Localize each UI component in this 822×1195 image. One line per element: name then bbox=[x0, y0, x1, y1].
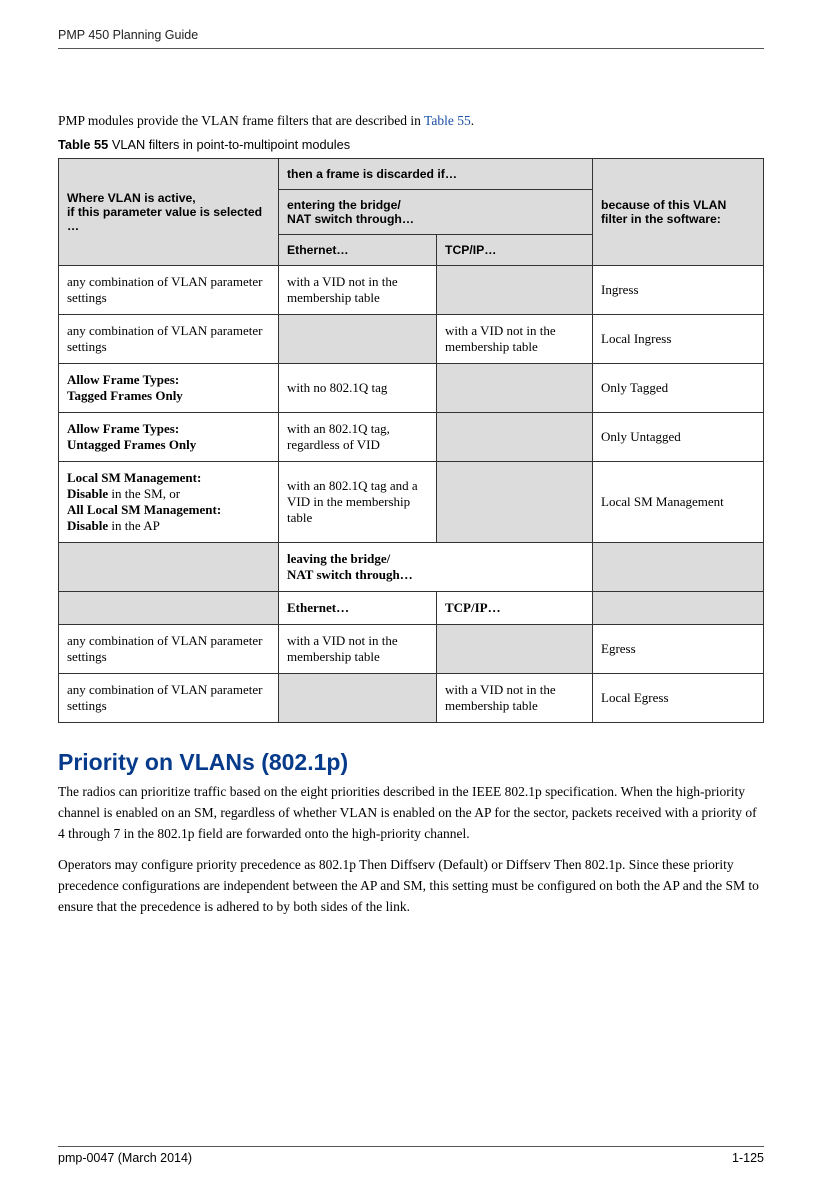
table-row: any combination of VLAN parameter settin… bbox=[59, 315, 764, 364]
table-row: Allow Frame Types: Tagged Frames Only wi… bbox=[59, 364, 764, 413]
cell-eth: with an 802.1Q tag, regardless of VID bbox=[279, 413, 437, 462]
intro-paragraph: PMP modules provide the VLAN frame filte… bbox=[58, 111, 764, 131]
table-row: any combination of VLAN parameter settin… bbox=[59, 625, 764, 674]
cell-where: Local SM Management: Disable in the SM, … bbox=[59, 462, 279, 543]
cell-empty bbox=[59, 543, 279, 592]
cell-line: membership table bbox=[287, 649, 380, 664]
intro-text-b: . bbox=[471, 113, 474, 128]
cell-empty bbox=[59, 592, 279, 625]
cell-text: in the SM, or bbox=[108, 486, 180, 501]
cell-filter: Egress bbox=[593, 625, 764, 674]
cell-where: Allow Frame Types: Untagged Frames Only bbox=[59, 413, 279, 462]
cell-where: any combination of VLAN parameter settin… bbox=[59, 266, 279, 315]
cell-eth-empty bbox=[279, 674, 437, 723]
body-paragraph: Operators may configure priority precede… bbox=[58, 855, 764, 918]
cell-empty bbox=[593, 592, 764, 625]
table-row: any combination of VLAN parameter settin… bbox=[59, 266, 764, 315]
cell-tcp-empty bbox=[437, 266, 593, 315]
cell-bold: Tagged Frames Only bbox=[67, 388, 183, 403]
cell-tcp: with a VID not in the membership table bbox=[437, 315, 593, 364]
table-row: Allow Frame Types: Untagged Frames Only … bbox=[59, 413, 764, 462]
table-caption-title: VLAN filters in point-to-multipoint modu… bbox=[108, 137, 350, 152]
cell-eth: with a VID not in the membership table bbox=[279, 625, 437, 674]
cell-bold: Allow Frame Types: bbox=[67, 421, 179, 436]
cell-tcp-empty bbox=[437, 364, 593, 413]
hdr-enter-a: entering the bridge/ bbox=[287, 198, 401, 212]
table-row: any combination of VLAN parameter settin… bbox=[59, 674, 764, 723]
hdr-then: then a frame is discarded if… bbox=[279, 159, 593, 190]
table-header-row: Where VLAN is active, if this parameter … bbox=[59, 159, 764, 190]
doc-header: PMP 450 Planning Guide bbox=[58, 28, 764, 49]
cell-line: membership table bbox=[287, 290, 380, 305]
cell-tcp: with a VID not in the membership table bbox=[437, 674, 593, 723]
cell-bold: Untagged Frames Only bbox=[67, 437, 196, 452]
table-mid-row: leaving the bridge/ NAT switch through… bbox=[59, 543, 764, 592]
hdr-where-b: if this parameter value is selected … bbox=[67, 205, 262, 233]
hdr-because: because of this VLAN filter in the softw… bbox=[593, 159, 764, 266]
cell-filter: Ingress bbox=[593, 266, 764, 315]
table-caption-num: Table 55 bbox=[58, 137, 108, 152]
vlan-filter-table: Where VLAN is active, if this parameter … bbox=[58, 158, 764, 723]
cell-bold: Allow Frame Types: bbox=[67, 372, 179, 387]
hdr-entering: entering the bridge/ NAT switch through… bbox=[279, 190, 593, 235]
cell-line: with a VID not in the bbox=[287, 274, 398, 289]
cell-where: any combination of VLAN parameter settin… bbox=[59, 674, 279, 723]
cell-bold: Disable bbox=[67, 486, 108, 501]
footer-left: pmp-0047 (March 2014) bbox=[58, 1151, 192, 1165]
hdr-enter-b: NAT switch through… bbox=[287, 212, 414, 226]
hdr-where-a: Where VLAN is active, bbox=[67, 191, 196, 205]
cell-eth-empty bbox=[279, 315, 437, 364]
cell-bold: NAT switch through… bbox=[287, 567, 413, 582]
cell-bold: TCP/IP… bbox=[445, 600, 501, 615]
cell-eth: with an 802.1Q tag and a VID in the memb… bbox=[279, 462, 437, 543]
cell-mid-tcp: TCP/IP… bbox=[437, 592, 593, 625]
cell-bold: Local SM Management: bbox=[67, 470, 201, 485]
cell-filter: Only Tagged bbox=[593, 364, 764, 413]
hdr-eth: Ethernet… bbox=[279, 235, 437, 266]
cell-leaving: leaving the bridge/ NAT switch through… bbox=[279, 543, 593, 592]
footer-right: 1-125 bbox=[732, 1151, 764, 1165]
cell-line: with a VID not in the bbox=[287, 633, 398, 648]
cell-filter: Local SM Management bbox=[593, 462, 764, 543]
table-caption: Table 55 VLAN filters in point-to-multip… bbox=[58, 137, 764, 152]
table-mid-row: Ethernet… TCP/IP… bbox=[59, 592, 764, 625]
table-ref-link[interactable]: Table 55 bbox=[424, 113, 471, 128]
cell-eth: with a VID not in the membership table bbox=[279, 266, 437, 315]
cell-tcp-empty bbox=[437, 413, 593, 462]
cell-tcp-empty bbox=[437, 625, 593, 674]
cell-filter: Local Ingress bbox=[593, 315, 764, 364]
cell-empty bbox=[593, 543, 764, 592]
cell-bold: leaving the bridge/ bbox=[287, 551, 390, 566]
cell-where: any combination of VLAN parameter settin… bbox=[59, 625, 279, 674]
cell-filter: Only Untagged bbox=[593, 413, 764, 462]
page-footer: pmp-0047 (March 2014) 1-125 bbox=[58, 1146, 764, 1165]
cell-bold: Disable bbox=[67, 518, 108, 533]
cell-eth: with no 802.1Q tag bbox=[279, 364, 437, 413]
cell-text: in the AP bbox=[108, 518, 160, 533]
hdr-where: Where VLAN is active, if this parameter … bbox=[59, 159, 279, 266]
hdr-tcp: TCP/IP… bbox=[437, 235, 593, 266]
cell-bold: All Local SM Management: bbox=[67, 502, 221, 517]
cell-mid-eth: Ethernet… bbox=[279, 592, 437, 625]
cell-where: any combination of VLAN parameter settin… bbox=[59, 315, 279, 364]
cell-tcp-empty bbox=[437, 462, 593, 543]
section-heading: Priority on VLANs (802.1p) bbox=[58, 749, 764, 776]
intro-text-a: PMP modules provide the VLAN frame filte… bbox=[58, 113, 424, 128]
table-row: Local SM Management: Disable in the SM, … bbox=[59, 462, 764, 543]
body-paragraph: The radios can prioritize traffic based … bbox=[58, 782, 764, 845]
cell-filter: Local Egress bbox=[593, 674, 764, 723]
cell-where: Allow Frame Types: Tagged Frames Only bbox=[59, 364, 279, 413]
cell-bold: Ethernet… bbox=[287, 600, 349, 615]
